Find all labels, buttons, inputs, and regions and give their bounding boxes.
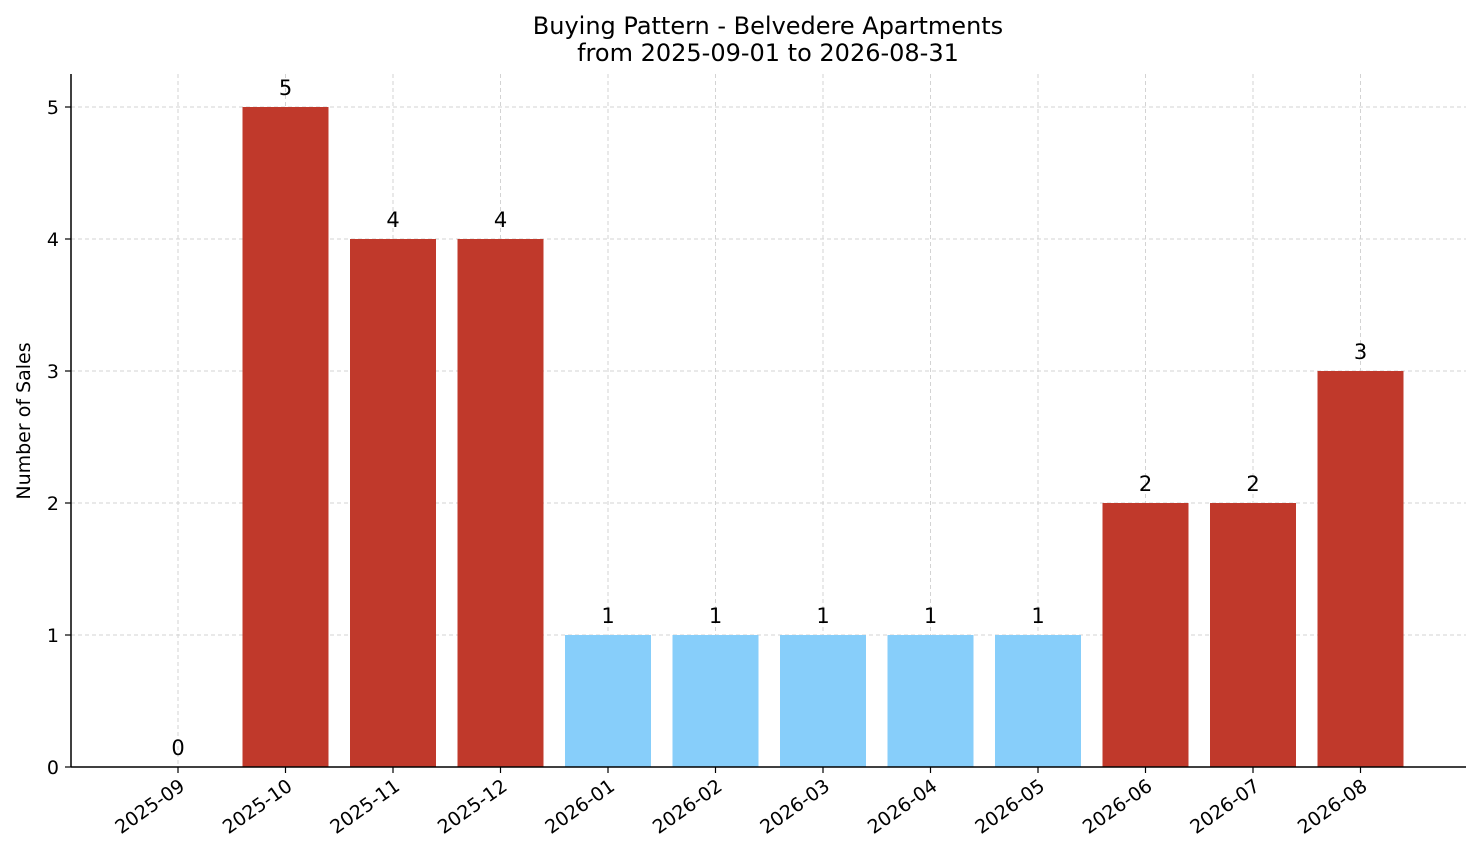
data-label-2025-10: 5 [279,76,292,100]
y-tick-label: 2 [47,493,59,515]
data-label-2025-12: 4 [494,208,507,232]
data-label-2026-04: 1 [924,604,937,628]
x-tick-label: 2025-09 [111,775,189,839]
bar-2026-03 [780,635,866,767]
x-tick-label: 2026-07 [1186,775,1264,839]
bar-2026-07 [1210,503,1296,767]
y-tick-label: 4 [47,229,59,251]
y-tick-label: 3 [47,361,59,383]
y-tick-label: 1 [47,625,59,647]
x-tick-label: 2026-01 [541,775,619,839]
data-label-2026-07: 2 [1246,472,1259,496]
bar-2025-10 [242,107,329,767]
chart-title: Buying Pattern - Belvedere Apartments [533,12,1003,40]
bar-2025-11 [350,239,436,767]
x-tick-label: 2025-10 [219,775,297,839]
bar-2026-06 [1102,503,1189,767]
data-labels-layer: 0 5 4 4 1 1 1 1 1 2 2 3 [171,76,1367,760]
data-label-2026-01: 1 [601,604,614,628]
x-tick-label: 2026-08 [1294,775,1372,839]
x-tick-label: 2025-12 [434,775,512,839]
bars-layer [242,107,1404,767]
bar-2026-04 [887,635,974,767]
bar-2026-02 [672,635,759,767]
data-label-2026-08: 3 [1354,340,1367,364]
data-label-2025-09: 0 [171,736,184,760]
x-tick-label: 2025-11 [326,775,404,839]
x-tick-label: 2026-05 [971,775,1049,839]
x-tick-label: 2026-03 [756,775,834,839]
y-tick-label: 5 [47,97,59,119]
data-label-2025-11: 4 [386,208,399,232]
bar-2026-05 [995,635,1081,767]
bar-2025-12 [457,239,544,767]
data-label-2026-03: 1 [816,604,829,628]
chart-subtitle: from 2025-09-01 to 2026-08-31 [577,39,959,67]
x-tick-label: 2026-04 [864,775,942,839]
y-tick-label: 0 [47,757,59,779]
x-tick-label: 2026-02 [649,775,727,839]
bar-2026-08 [1317,371,1404,767]
x-tick-label: 2026-06 [1079,775,1157,839]
y-axis-label: Number of Sales [13,342,35,499]
data-label-2026-06: 2 [1139,472,1152,496]
data-label-2026-05: 1 [1031,604,1044,628]
bar-2026-01 [565,635,651,767]
data-label-2026-02: 1 [709,604,722,628]
